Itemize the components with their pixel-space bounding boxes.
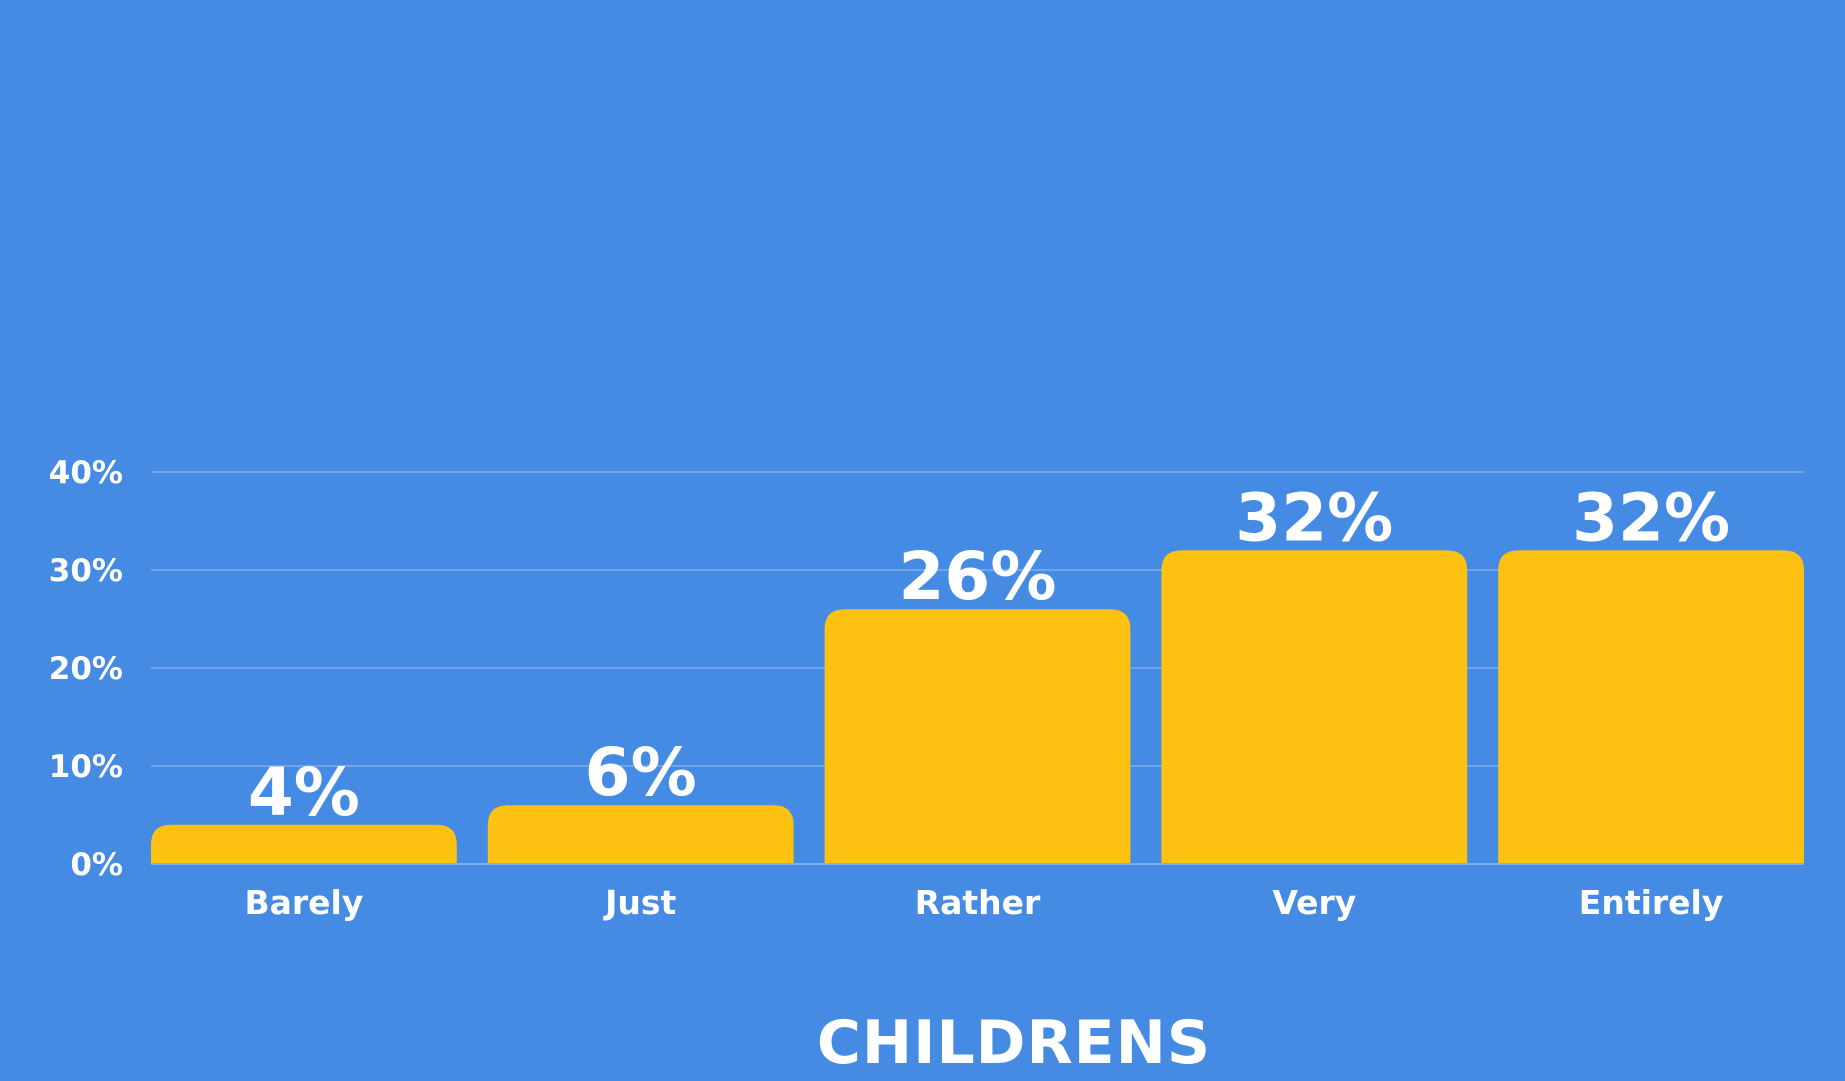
value-label-entirely: 32%: [1572, 479, 1730, 556]
bar-very: [1161, 550, 1468, 864]
value-label-barely: 4%: [248, 754, 360, 831]
x-axis-title: CHILDRENS: [817, 1008, 1211, 1078]
y-axis-tick-labels: 0% 10% 20% 30% 40%: [49, 455, 123, 883]
category-label-just: Just: [603, 883, 676, 922]
value-label-just: 6%: [585, 734, 697, 811]
category-label-rather: Rather: [915, 883, 1041, 922]
bar-barely: [151, 824, 457, 864]
y-tick-label: 0%: [70, 847, 123, 883]
bar-just: [487, 805, 794, 864]
bars: [151, 550, 1804, 864]
category-label-entirely: Entirely: [1579, 883, 1724, 922]
bar-value-labels: 4% 6% 26% 32% 32%: [248, 479, 1730, 830]
y-tick-label: 20%: [49, 651, 123, 687]
y-tick-label: 10%: [49, 749, 123, 785]
value-label-rather: 26%: [899, 538, 1057, 615]
x-axis-category-labels: Barely Just Rather Very Entirely: [244, 883, 1723, 922]
value-label-very: 32%: [1235, 479, 1393, 556]
y-tick-label: 40%: [49, 455, 123, 491]
bar-entirely: [1498, 550, 1804, 864]
category-label-very: Very: [1272, 883, 1356, 922]
bar-rather: [824, 609, 1131, 864]
y-tick-label: 30%: [49, 553, 123, 589]
category-label-barely: Barely: [244, 883, 363, 922]
